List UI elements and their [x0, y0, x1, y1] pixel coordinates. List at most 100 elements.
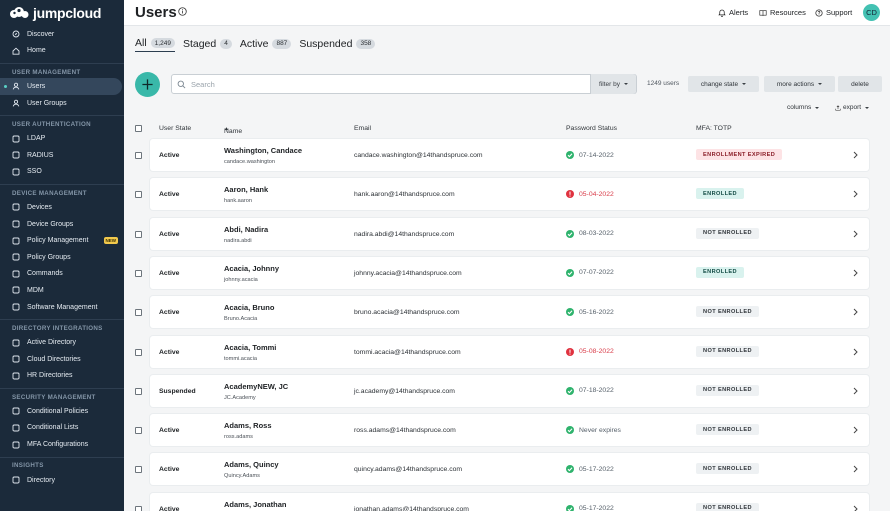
- sidebar-item-label: User Groups: [27, 99, 67, 107]
- chevron-down-icon: [865, 106, 870, 109]
- username: Quincy.Adams: [224, 473, 260, 480]
- sidebar-item-sso[interactable]: SSO: [0, 164, 124, 181]
- tab-all[interactable]: All 1,249: [135, 37, 175, 52]
- table-row[interactable]: Active Acacia, Johnny johnny.acacia johnny.…: [135, 256, 869, 289]
- sidebar-item-radius[interactable]: RADIUS: [0, 147, 124, 164]
- sidebar-item-cloud-directories[interactable]: Cloud Directories: [0, 351, 124, 368]
- header-user-state[interactable]: User State: [159, 125, 192, 132]
- chevron-right-icon[interactable]: [852, 308, 859, 316]
- table-row[interactable]: Active Adams, Quincy Quincy.Adams quincy.ad…: [135, 453, 869, 486]
- chevron-right-icon[interactable]: [852, 269, 859, 277]
- table-row[interactable]: Suspended AcademyNEW, JC JC.Academy jc.acad…: [135, 374, 869, 407]
- header-password-status[interactable]: Password Status: [566, 125, 617, 132]
- chevron-right-icon[interactable]: [852, 348, 859, 356]
- select-all-checkbox[interactable]: [135, 125, 142, 132]
- table-row[interactable]: Active Aaron, Hank hank.aaron hank.aaron@14…: [135, 178, 869, 211]
- chevron-right-icon[interactable]: [852, 426, 859, 434]
- support-link[interactable]: Support: [815, 8, 852, 17]
- row-checkbox[interactable]: [135, 466, 142, 474]
- more-actions-label: more actions: [776, 80, 815, 88]
- chevron-right-icon[interactable]: [852, 465, 859, 473]
- header-mfa-totp[interactable]: MFA: TOTP: [696, 125, 732, 132]
- table-row[interactable]: Active Acacia, Bruno Bruno.Acacia bruno.aca…: [135, 296, 869, 329]
- add-user-button[interactable]: [135, 72, 160, 97]
- home-icon: [12, 47, 20, 55]
- sidebar-divider: [0, 456, 124, 458]
- sidebar-item-commands[interactable]: Commands: [0, 266, 124, 283]
- change-state-label: change state: [700, 80, 739, 88]
- sidebar-item-mfa-configurations[interactable]: MFA Configurations: [0, 436, 124, 453]
- resources-link[interactable]: Resources: [759, 8, 806, 17]
- check-icon: [566, 465, 574, 474]
- mfa-status-badge: NOT ENROLLED: [696, 424, 759, 436]
- header-name[interactable]: Name ▲: [224, 125, 242, 135]
- user-email: jc.academy@14thandspruce.com: [354, 387, 455, 395]
- delete-button[interactable]: delete: [838, 76, 882, 92]
- row-checkbox[interactable]: [135, 348, 142, 356]
- row-checkbox[interactable]: [135, 191, 142, 199]
- sidebar-item-active-directory[interactable]: Active Directory: [0, 334, 124, 351]
- row-checkbox[interactable]: [135, 152, 142, 159]
- sidebar-item-home[interactable]: Home: [0, 43, 124, 60]
- row-checkbox[interactable]: [135, 269, 142, 277]
- user-state: Suspended: [159, 387, 196, 395]
- device-icon: [12, 203, 20, 211]
- sidebar-item-hr-directories[interactable]: HR Directories: [0, 368, 124, 385]
- search-input[interactable]: [191, 79, 591, 89]
- sidebar-item-conditional-lists[interactable]: Conditional Lists: [0, 420, 124, 437]
- sidebar-item-device-groups[interactable]: Device Groups: [0, 216, 124, 233]
- chevron-right-icon[interactable]: [852, 190, 859, 198]
- policy-icon: [12, 237, 20, 245]
- sidebar-item-software-management[interactable]: Software Management: [0, 299, 124, 316]
- sidebar-item-users[interactable]: Users: [0, 78, 122, 95]
- sidebar-item-directory[interactable]: Directory: [0, 472, 124, 489]
- sidebar-item-conditional-policies[interactable]: Conditional Policies: [0, 403, 124, 420]
- sidebar-item-label: Policy Groups: [27, 253, 71, 261]
- user-state: Active: [159, 309, 180, 317]
- filter-by-button[interactable]: filter by: [590, 74, 636, 94]
- user-icon: [12, 82, 20, 91]
- jumpcloud-logo[interactable]: jumpcloud: [0, 0, 124, 26]
- mfa-status-badge: NOT ENROLLED: [696, 502, 759, 511]
- sidebar-item-discover[interactable]: Discover: [0, 26, 124, 43]
- info-icon[interactable]: [178, 7, 187, 16]
- software-icon: [12, 303, 20, 311]
- table-row[interactable]: Active Adams, Ross ross.adams ross.adams@14…: [135, 414, 869, 447]
- row-checkbox[interactable]: [135, 309, 142, 317]
- row-checkbox[interactable]: [135, 387, 142, 395]
- tab-suspended[interactable]: Suspended 358: [299, 38, 376, 52]
- table-row[interactable]: Active Washington, Candace candace.washing…: [135, 139, 869, 171]
- more-actions-button[interactable]: more actions: [764, 76, 835, 92]
- terminal-icon: [12, 270, 20, 278]
- row-checkbox[interactable]: [135, 427, 142, 435]
- sidebar-item-ldap[interactable]: LDAP: [0, 130, 124, 147]
- password-status: 05-08-2022: [566, 347, 614, 356]
- chevron-right-icon[interactable]: [852, 230, 859, 238]
- chevron-right-icon[interactable]: [852, 151, 859, 159]
- row-checkbox[interactable]: [135, 230, 142, 238]
- table-row[interactable]: Active Abdi, Nadira nadira.abdi nadira.abdi…: [135, 217, 869, 250]
- username: hank.aaron: [224, 198, 252, 205]
- chevron-right-icon[interactable]: [852, 505, 859, 511]
- password-status: 05-16-2022: [566, 308, 614, 317]
- header-email[interactable]: Email: [354, 125, 371, 132]
- directory-icon: [12, 476, 20, 484]
- chevron-right-icon[interactable]: [852, 387, 859, 395]
- sidebar-item-label: RADIUS: [27, 151, 54, 159]
- sidebar-item-mdm[interactable]: MDM: [0, 282, 124, 299]
- sidebar-item-policy-management[interactable]: Policy Management NEW: [0, 232, 124, 249]
- sidebar-item-user-groups[interactable]: User Groups: [0, 95, 124, 112]
- columns-button[interactable]: columns: [787, 104, 820, 111]
- user-avatar[interactable]: CD: [863, 4, 880, 21]
- sidebar-item-devices[interactable]: Devices: [0, 199, 124, 216]
- change-state-button[interactable]: change state: [688, 76, 759, 92]
- username: candace.washington: [224, 159, 276, 165]
- row-checkbox[interactable]: [135, 505, 142, 511]
- alerts-link[interactable]: Alerts: [718, 8, 748, 17]
- export-button[interactable]: export: [835, 104, 870, 111]
- sidebar-item-policy-groups[interactable]: Policy Groups: [0, 249, 124, 266]
- tab-staged[interactable]: Staged 4: [183, 38, 232, 52]
- table-row[interactable]: Active Acacia, Tommi tommi.acacia tommi.aca…: [135, 335, 869, 368]
- tab-active[interactable]: Active 887: [240, 38, 292, 52]
